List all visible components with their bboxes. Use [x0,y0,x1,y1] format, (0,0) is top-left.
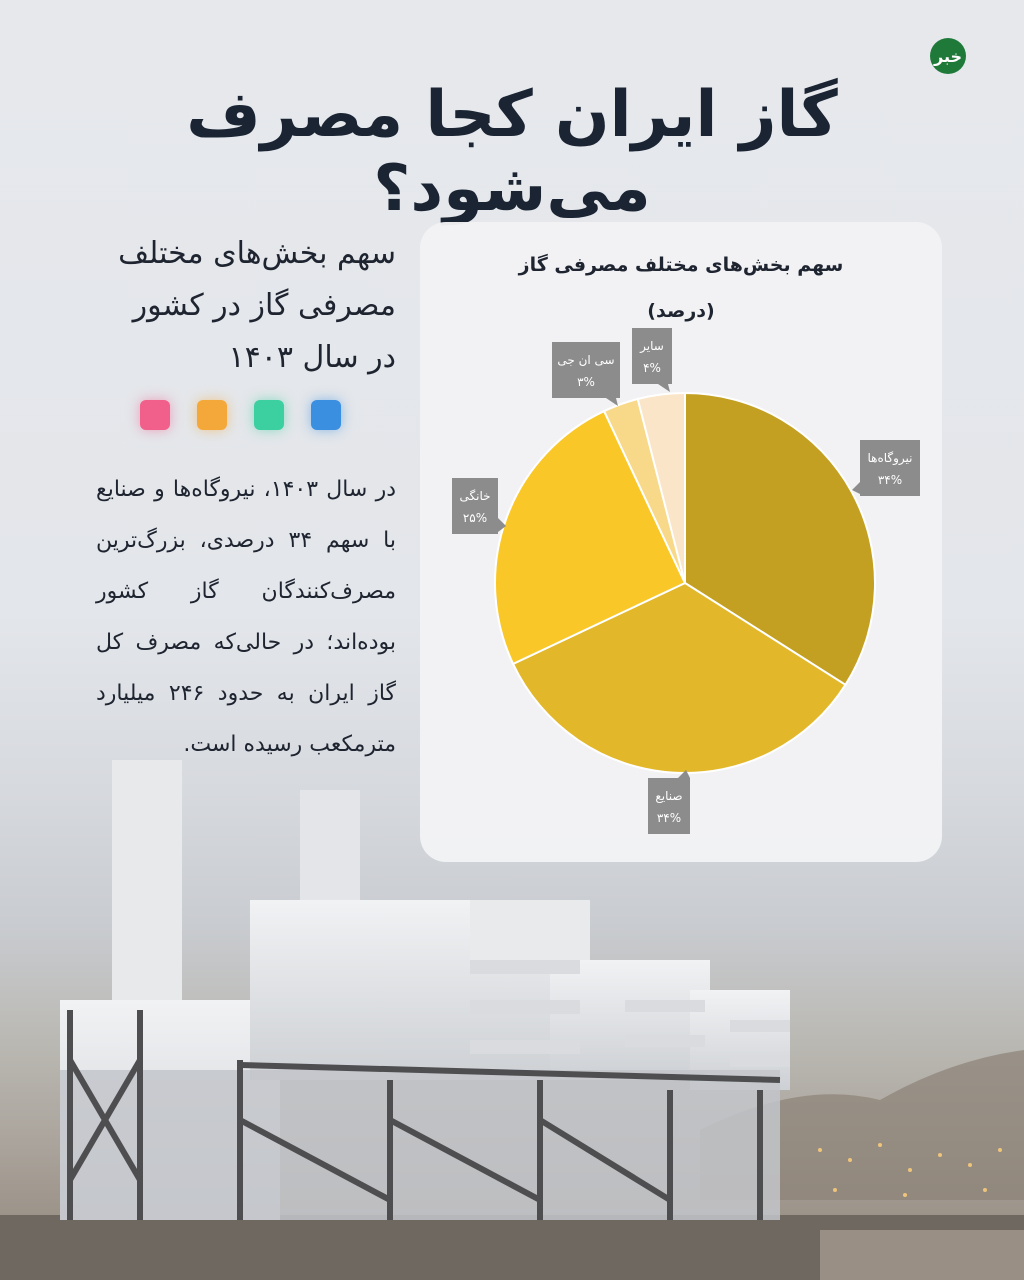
slice-callout: صنایع ۳۴% [648,770,690,834]
pie-slice [684,391,876,687]
swatch-teal [254,400,284,430]
callout-box [452,478,498,534]
slice-label: نیروگاه‌ها [867,451,912,466]
slice-callout: سایر ۴% [632,328,672,392]
callout-box [860,440,920,496]
slice-label: صنایع [655,789,682,803]
chart-title: سهم بخش‌های مختلف مصرفی گاز [518,254,844,276]
slice-callout: سی ان جی ۳% [552,342,620,406]
slice-value-label: ۴% [643,361,661,375]
chart-title-block: سهم بخش‌های مختلف مصرفی گاز (درصد) [420,242,942,334]
slice-callout: نیروگاه‌ها ۳۴% [852,440,920,496]
callout-pointer [678,770,690,778]
slice-callout: خانگی ۲۵% [452,478,506,534]
callout-pointer [658,384,670,392]
infographic-subtitle: سهم بخش‌های مختلف مصرفی گاز در کشور در س… [118,236,396,375]
slice-label: سایر [639,339,664,354]
slice-value-label: ۳۴% [878,473,902,487]
swatch-orange [197,400,227,430]
pie-slice [494,409,687,666]
description-paragraph: در سال ۱۴۰۳، نیروگاه‌ها و صنایع با سهم ۳… [96,477,397,757]
callout-box [648,778,690,834]
callout-pointer [498,518,506,532]
slice-label: خانگی [459,489,490,503]
swatch-pink [140,400,170,430]
logo-text: خبر [933,46,962,66]
brand-logo: خبر [930,38,966,74]
pie-slice [636,391,686,584]
pie-slice [511,581,847,774]
callout-pointer [606,398,618,406]
chart-unit: (درصد) [647,300,715,322]
slice-value-label: ۳% [577,375,595,389]
color-swatches [140,400,341,430]
callout-box [552,342,620,398]
slice-label: سی ان جی [557,353,614,367]
slice-value-label: ۳۴% [657,811,681,825]
slice-value-label: ۲۵% [463,511,487,525]
callout-box [632,328,672,384]
callout-pointer [852,482,860,494]
page-title: گاز ایران کجا مصرف می‌شود؟ [186,78,838,226]
swatch-blue [311,400,341,430]
